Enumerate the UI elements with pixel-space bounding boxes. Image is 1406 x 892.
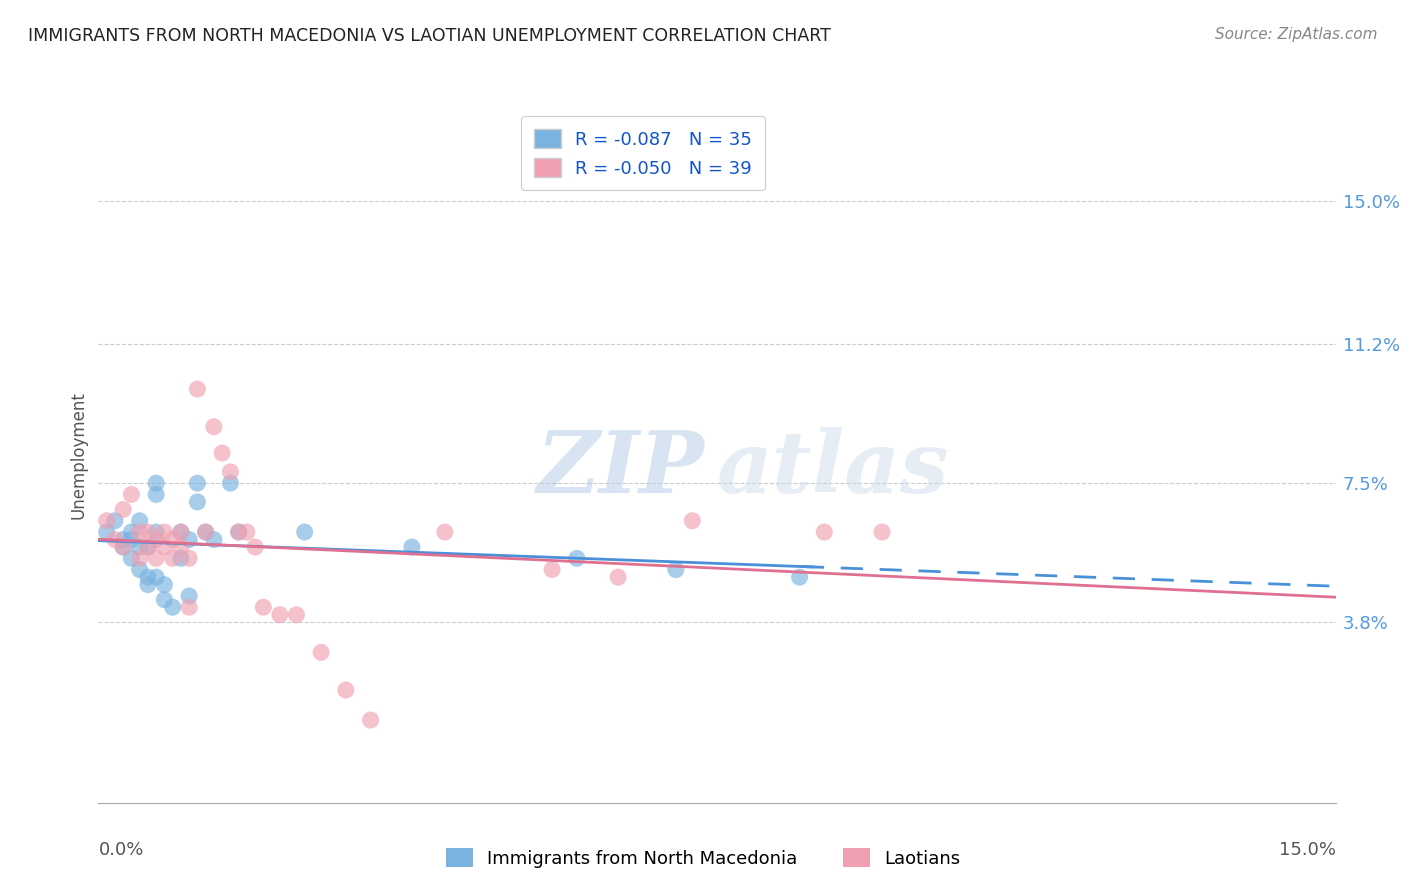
Point: [665, 563, 688, 577]
Point: [252, 600, 274, 615]
Point: [170, 540, 193, 554]
Point: [128, 563, 150, 577]
Point: [186, 495, 208, 509]
Point: [145, 533, 167, 547]
Point: [112, 540, 135, 554]
Point: [120, 487, 142, 501]
Point: [153, 592, 176, 607]
Point: [136, 540, 159, 554]
Point: [870, 524, 893, 539]
Y-axis label: Unemployment: Unemployment: [69, 391, 87, 519]
Point: [236, 524, 259, 539]
Point: [96, 514, 118, 528]
Point: [136, 524, 159, 539]
Point: [179, 589, 201, 603]
Point: [179, 551, 201, 566]
Point: [269, 607, 291, 622]
Point: [170, 524, 193, 539]
Point: [120, 524, 142, 539]
Point: [789, 570, 811, 584]
Point: [104, 533, 127, 547]
Point: [179, 533, 201, 547]
Point: [112, 502, 135, 516]
Point: [112, 533, 135, 547]
Point: [219, 476, 242, 491]
Point: [128, 524, 150, 539]
Point: [211, 446, 233, 460]
Point: [145, 570, 167, 584]
Point: [128, 514, 150, 528]
Point: [813, 524, 835, 539]
Text: ZIP: ZIP: [537, 427, 704, 510]
Point: [202, 419, 225, 434]
Point: [335, 683, 357, 698]
Point: [162, 600, 184, 615]
Point: [153, 577, 176, 591]
Point: [309, 645, 332, 659]
Point: [170, 524, 193, 539]
Point: [162, 533, 184, 547]
Point: [145, 476, 167, 491]
Text: IMMIGRANTS FROM NORTH MACEDONIA VS LAOTIAN UNEMPLOYMENT CORRELATION CHART: IMMIGRANTS FROM NORTH MACEDONIA VS LAOTI…: [28, 27, 831, 45]
Point: [194, 524, 217, 539]
Point: [145, 551, 167, 566]
Point: [136, 577, 159, 591]
Point: [607, 570, 630, 584]
Legend: Immigrants from North Macedonia, Laotians: Immigrants from North Macedonia, Laotian…: [434, 838, 972, 879]
Point: [401, 540, 423, 554]
Point: [186, 476, 208, 491]
Point: [120, 533, 142, 547]
Point: [202, 533, 225, 547]
Point: [170, 551, 193, 566]
Point: [153, 524, 176, 539]
Point: [145, 524, 167, 539]
Point: [186, 382, 208, 396]
Text: 0.0%: 0.0%: [98, 841, 143, 859]
Point: [162, 551, 184, 566]
Point: [194, 524, 217, 539]
Point: [228, 524, 250, 539]
Point: [96, 524, 118, 539]
Text: atlas: atlas: [717, 427, 949, 510]
Point: [219, 465, 242, 479]
Point: [565, 551, 588, 566]
Point: [360, 713, 382, 727]
Legend: R = -0.087   N = 35, R = -0.050   N = 39: R = -0.087 N = 35, R = -0.050 N = 39: [522, 116, 765, 190]
Point: [120, 551, 142, 566]
Point: [136, 570, 159, 584]
Point: [294, 524, 316, 539]
Point: [128, 540, 150, 554]
Point: [136, 540, 159, 554]
Point: [145, 487, 167, 501]
Point: [243, 540, 266, 554]
Point: [681, 514, 703, 528]
Point: [153, 540, 176, 554]
Text: 15.0%: 15.0%: [1278, 841, 1336, 859]
Point: [128, 551, 150, 566]
Point: [285, 607, 308, 622]
Point: [228, 524, 250, 539]
Point: [179, 600, 201, 615]
Point: [104, 514, 127, 528]
Text: Source: ZipAtlas.com: Source: ZipAtlas.com: [1215, 27, 1378, 42]
Point: [541, 563, 564, 577]
Point: [112, 540, 135, 554]
Point: [433, 524, 456, 539]
